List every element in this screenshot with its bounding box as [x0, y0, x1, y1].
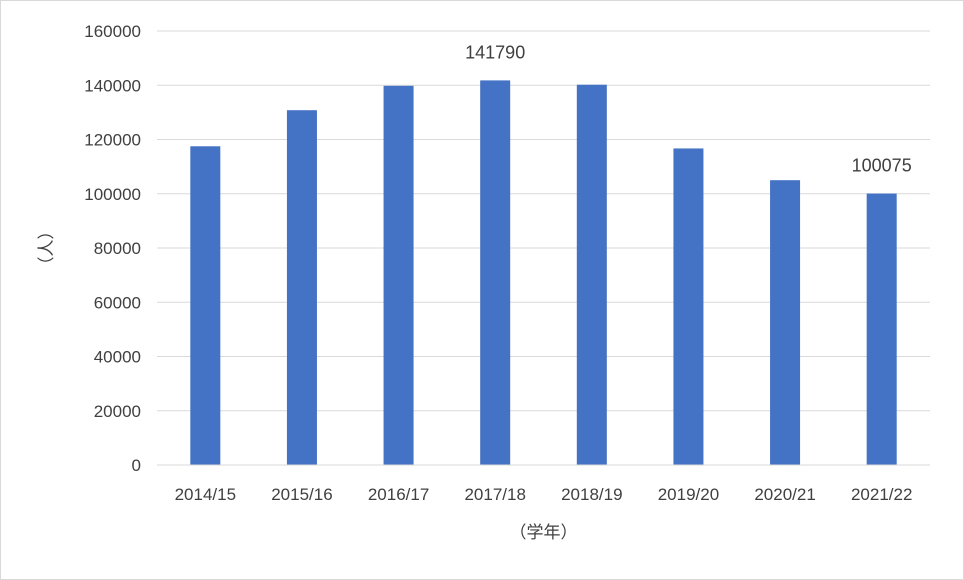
y-tick-label: 40000 [94, 348, 141, 367]
y-tick-label: 160000 [84, 22, 141, 41]
bar [866, 193, 897, 465]
x-tick-label: 2021/22 [851, 485, 912, 504]
x-axis-title: （学年） [510, 523, 578, 543]
data-label: 141790 [465, 42, 525, 62]
x-tick-label: 2014/15 [175, 485, 236, 504]
gridlines [157, 30, 930, 412]
bar [770, 180, 801, 465]
bar [673, 148, 704, 466]
x-tick-label: 2018/19 [561, 485, 622, 504]
bars [190, 80, 897, 466]
y-tick-label: 20000 [94, 402, 141, 421]
bar [190, 146, 221, 465]
x-tick-label: 2017/18 [464, 485, 525, 504]
y-tick-label: 140000 [84, 76, 141, 95]
y-tick-label: 120000 [84, 131, 141, 150]
x-axis-ticks: 2014/15 2015/16 2016/17 2017/18 2018/19 2019/… [175, 485, 913, 504]
bar [383, 85, 414, 465]
y-tick-label: 60000 [94, 293, 141, 312]
y-tick-label: 80000 [94, 239, 141, 258]
y-tick-label: 0 [132, 456, 141, 475]
bar [480, 80, 511, 465]
bar [576, 84, 607, 466]
y-tick-label: 100000 [84, 185, 141, 204]
x-tick-label: 2019/20 [658, 485, 719, 504]
y-axis-ticks: 0 20000 40000 60000 80000 100000 120000 140000 1… [84, 22, 141, 475]
bar [286, 110, 317, 465]
x-tick-label: 2016/17 [368, 485, 429, 504]
data-labels: 141790 100075 [465, 42, 912, 175]
y-axis-title: （人） [37, 223, 57, 274]
x-tick-label: 2015/16 [271, 485, 332, 504]
data-label: 100075 [852, 156, 912, 176]
x-tick-label: 2020/21 [754, 485, 815, 504]
